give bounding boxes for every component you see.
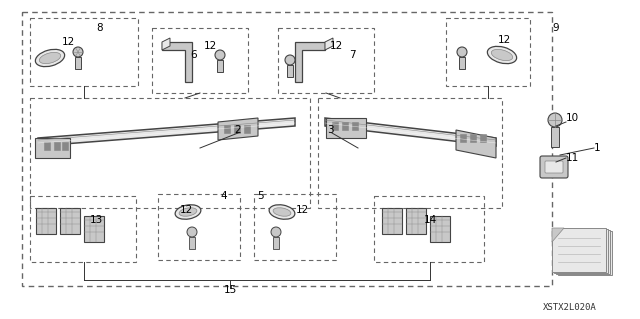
- Text: 15: 15: [223, 285, 237, 295]
- Ellipse shape: [39, 52, 61, 63]
- Polygon shape: [60, 208, 80, 234]
- Bar: [62, 142, 68, 150]
- Bar: [30, 98, 310, 208]
- Text: 13: 13: [90, 215, 102, 225]
- FancyBboxPatch shape: [552, 228, 606, 272]
- Text: XSTX2L020A: XSTX2L020A: [543, 303, 597, 313]
- Text: 10: 10: [565, 113, 579, 123]
- Polygon shape: [552, 228, 564, 242]
- Text: 12: 12: [330, 41, 342, 51]
- Bar: [254, 194, 336, 260]
- Circle shape: [187, 227, 197, 237]
- Circle shape: [285, 55, 295, 65]
- FancyBboxPatch shape: [554, 229, 608, 273]
- Text: 6: 6: [191, 50, 197, 60]
- FancyBboxPatch shape: [558, 231, 612, 275]
- Ellipse shape: [488, 46, 516, 64]
- Bar: [22, 12, 552, 286]
- Text: 3: 3: [326, 125, 333, 135]
- Bar: [54, 142, 60, 150]
- Text: 12: 12: [179, 205, 193, 215]
- Bar: [551, 127, 559, 147]
- Bar: [318, 98, 502, 208]
- FancyBboxPatch shape: [556, 230, 610, 274]
- Ellipse shape: [269, 205, 295, 219]
- Ellipse shape: [35, 49, 65, 67]
- Bar: [287, 65, 293, 77]
- Polygon shape: [456, 130, 496, 158]
- Ellipse shape: [179, 208, 197, 216]
- Bar: [44, 142, 50, 150]
- Bar: [459, 57, 465, 69]
- Bar: [352, 122, 358, 130]
- Text: 8: 8: [97, 23, 103, 33]
- Bar: [278, 28, 374, 93]
- Bar: [75, 57, 81, 69]
- Polygon shape: [162, 38, 170, 50]
- Text: 12: 12: [204, 41, 216, 51]
- Bar: [30, 196, 136, 262]
- Bar: [374, 196, 484, 262]
- Polygon shape: [162, 42, 192, 82]
- Bar: [234, 125, 240, 133]
- Circle shape: [73, 47, 83, 57]
- FancyBboxPatch shape: [545, 161, 563, 173]
- Circle shape: [271, 227, 281, 237]
- Polygon shape: [326, 118, 366, 138]
- Polygon shape: [430, 216, 450, 242]
- Bar: [446, 18, 530, 86]
- Polygon shape: [406, 208, 426, 234]
- Polygon shape: [382, 208, 402, 234]
- Bar: [224, 125, 230, 133]
- Text: 2: 2: [235, 125, 241, 135]
- Ellipse shape: [492, 49, 513, 61]
- Bar: [152, 28, 248, 93]
- Polygon shape: [35, 138, 70, 158]
- Bar: [217, 60, 223, 72]
- Text: 1: 1: [594, 143, 600, 153]
- Circle shape: [548, 113, 562, 127]
- FancyBboxPatch shape: [540, 156, 568, 178]
- Text: 11: 11: [565, 153, 579, 163]
- Circle shape: [457, 47, 467, 57]
- Circle shape: [215, 50, 225, 60]
- Ellipse shape: [175, 205, 201, 219]
- Bar: [480, 134, 486, 142]
- Bar: [158, 194, 240, 260]
- Text: 4: 4: [221, 191, 227, 201]
- Bar: [30, 18, 138, 86]
- Text: 12: 12: [296, 205, 308, 215]
- Bar: [189, 237, 195, 249]
- Text: 5: 5: [257, 191, 263, 201]
- Text: 12: 12: [497, 35, 511, 45]
- Polygon shape: [36, 208, 56, 234]
- Text: 14: 14: [424, 215, 436, 225]
- Bar: [244, 125, 250, 133]
- Polygon shape: [295, 42, 325, 82]
- Bar: [332, 122, 338, 130]
- Ellipse shape: [273, 208, 291, 216]
- Polygon shape: [84, 216, 104, 242]
- Text: 9: 9: [553, 23, 559, 33]
- Polygon shape: [218, 118, 258, 140]
- Bar: [273, 237, 279, 249]
- Bar: [342, 122, 348, 130]
- Polygon shape: [325, 38, 333, 50]
- Bar: [460, 134, 466, 142]
- Bar: [470, 134, 476, 142]
- Polygon shape: [325, 118, 496, 146]
- Polygon shape: [38, 118, 295, 146]
- Text: 7: 7: [349, 50, 355, 60]
- Text: 12: 12: [61, 37, 75, 47]
